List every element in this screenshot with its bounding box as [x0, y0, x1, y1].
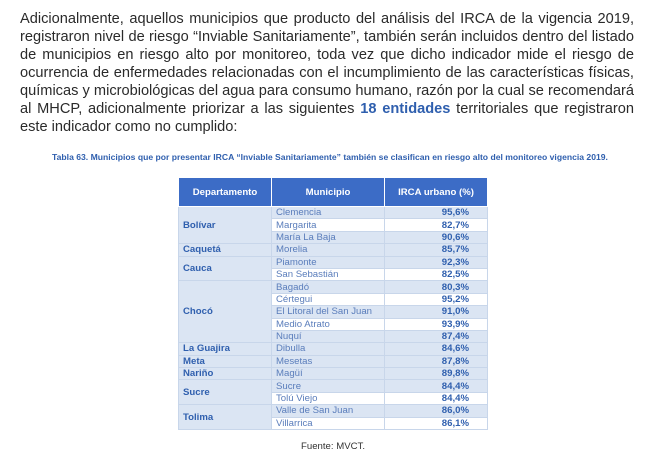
irca-cell: 90,6% [384, 230, 488, 245]
departamento-cell: Sucre [178, 379, 272, 406]
table-row: Tolima Valle de San Juan 86,0% [178, 404, 488, 431]
departamento-cell: Caquetá [178, 243, 272, 257]
irca-table: Departamento Municipio IRCA urbano (%) B… [178, 177, 488, 431]
irca-cell: 93,9% [384, 317, 488, 331]
municipio-cell: Dibulla [271, 342, 385, 356]
municipio-cell: Margarita [271, 218, 385, 232]
header-departamento: Departamento [178, 177, 272, 207]
municipio-cell: Magüí [271, 367, 385, 381]
table-row: Nuquí 87,4% [179, 329, 488, 344]
table-row: El Litoral del San Juan 91,0% [179, 305, 488, 319]
irca-cell: 86,1% [384, 416, 488, 431]
paragraph-text: Adicionalmente, aquellos municipios que … [20, 11, 634, 117]
table-header-row: Departamento Municipio IRCA urbano (%) [178, 177, 488, 207]
irca-cell: 84,4% [384, 379, 488, 393]
irca-cell: 84,6% [384, 342, 488, 356]
table-row: Sucre Sucre 84,4% [178, 379, 488, 406]
municipio-cell: Villarrica [271, 416, 385, 431]
table-row: Bolívar Clemencia 95,6% [178, 205, 488, 245]
irca-cell: 87,8% [384, 354, 488, 369]
municipio-cell: Valle de San Juan [271, 404, 385, 418]
irca-cell: 82,5% [384, 267, 488, 282]
table-row: Villarrica 86,1% [179, 416, 488, 431]
municipio-cell: El Litoral del San Juan [271, 305, 385, 319]
header-irca: IRCA urbano (%) [384, 177, 488, 207]
table-source: Fuente: MVCT. [301, 441, 365, 452]
table-row: Cértegui 95,2% [179, 292, 488, 307]
irca-cell: 89,8% [384, 367, 488, 381]
municipio-cell: Bagadó [271, 280, 385, 294]
municipio-cell: San Sebastián [271, 267, 385, 282]
table-row: Meta Mesetas 87,8% [178, 354, 488, 369]
table-row: María La Baja 90,6% [179, 230, 488, 245]
table-row: Chocó Bagadó 80,3% [178, 280, 488, 344]
departamento-cell: Bolívar [178, 205, 272, 245]
municipio-cell: Tolú Viejo [271, 391, 385, 406]
irca-cell: 92,3% [384, 255, 488, 269]
municipio-cell: Clemencia [271, 205, 385, 220]
irca-cell: 85,7% [384, 243, 488, 257]
irca-cell: 84,4% [384, 391, 488, 406]
irca-cell: 87,4% [384, 329, 488, 344]
municipio-cell: Nuquí [271, 329, 385, 344]
municipio-cell: Mesetas [271, 354, 385, 369]
departamento-cell: Chocó [178, 280, 272, 344]
irca-cell: 95,2% [384, 292, 488, 307]
irca-cell: 95,6% [384, 205, 488, 220]
municipio-cell: Piamonte [271, 255, 385, 269]
table-row: Cauca Piamonte 92,3% [178, 255, 488, 282]
table-row: Caquetá Morelia 85,7% [178, 243, 488, 257]
table-row: La Guajira Dibulla 84,6% [178, 342, 488, 356]
municipio-cell: Cértegui [271, 292, 385, 307]
irca-cell: 82,7% [384, 218, 488, 232]
body-paragraph: Adicionalmente, aquellos municipios que … [20, 10, 634, 136]
departamento-cell: Cauca [178, 255, 272, 282]
paragraph-highlight: 18 entidades [360, 101, 451, 117]
table-row: Medio Atrato 93,9% [179, 317, 488, 331]
municipio-cell: Sucre [271, 379, 385, 393]
municipio-cell: Morelia [271, 243, 385, 257]
irca-cell: 91,0% [384, 305, 488, 319]
irca-cell: 80,3% [384, 280, 488, 294]
departamento-cell: La Guajira [178, 342, 272, 356]
table-caption: Tabla 63. Municipios que por presentar I… [52, 152, 608, 162]
municipio-cell: Medio Atrato [271, 317, 385, 331]
table-row: Margarita 82,7% [179, 218, 488, 232]
departamento-cell: Meta [178, 354, 272, 369]
table-row: Tolú Viejo 84,4% [179, 391, 488, 406]
departamento-cell: Tolima [178, 404, 272, 431]
municipio-cell: María La Baja [271, 230, 385, 245]
departamento-cell: Nariño [178, 367, 272, 381]
irca-cell: 86,0% [384, 404, 488, 418]
table-row: Nariño Magüí 89,8% [178, 367, 488, 381]
paragraph-tail: territoriales que registraron este indic… [20, 101, 634, 135]
header-municipio: Municipio [271, 177, 385, 207]
